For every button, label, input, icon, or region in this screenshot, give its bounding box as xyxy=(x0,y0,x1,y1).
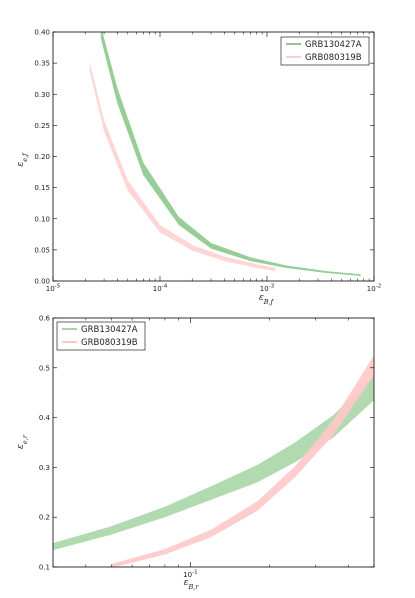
top-panel-legend: GRB130427A GRB080319B xyxy=(280,36,370,66)
bottom-panel-bands xyxy=(53,355,374,567)
top-panel-frame xyxy=(52,31,375,282)
top-ytick-label: 0.25 xyxy=(34,122,50,130)
bottom-ytick-label: 0.2 xyxy=(39,514,50,522)
bottom-panel-ticks: 0.1 0.2 0.3 0.4 0.5 0.6 10-1 xyxy=(39,315,375,580)
top-xtick-label: 10-3 xyxy=(260,284,275,294)
bottom-ytick-label: 0.5 xyxy=(39,364,50,372)
bottom-panel: 0.1 0.2 0.3 0.4 0.5 0.6 10-1 εB,r εe,r GRB1304… xyxy=(16,315,375,591)
top-ytick-label: 0.20 xyxy=(34,153,50,161)
top-panel: 0.00 0.05 0.10 0.15 0.20 0.25 0.30 0.35 0.40 10-5… xyxy=(16,29,381,307)
bottom-band-0 xyxy=(53,375,374,551)
top-ytick-label: 0.05 xyxy=(34,246,50,254)
bottom-band-1 xyxy=(111,355,374,567)
top-ytick-label: 0.10 xyxy=(34,215,50,223)
top-legend-label-1: GRB080319B xyxy=(305,53,362,63)
bottom-panel-ylabel: εe,r xyxy=(16,434,29,449)
bottom-ytick-label: 0.4 xyxy=(39,414,51,422)
top-panel-ticks: 0.00 0.05 0.10 0.15 0.20 0.25 0.30 0.35 0.40 10-5… xyxy=(34,29,381,294)
bottom-panel-legend: GRB130427A GRB080319B xyxy=(56,321,146,351)
top-ytick-label: 0.35 xyxy=(34,60,50,68)
bottom-xtick-label: 10-1 xyxy=(183,570,197,580)
bottom-ytick-label: 0.1 xyxy=(39,564,50,572)
bottom-panel-xlabel: εB,r xyxy=(184,578,200,591)
top-xtick-label: 10-4 xyxy=(153,284,168,294)
bottom-ytick-label: 0.3 xyxy=(39,464,50,472)
bottom-ytick-label: 0.6 xyxy=(39,315,51,323)
top-ytick-label: 0.00 xyxy=(34,278,50,286)
top-panel-xlabel: εB,f xyxy=(259,293,275,306)
top-xtick-label: 10-2 xyxy=(367,284,381,294)
top-ytick-label: 0.30 xyxy=(34,91,50,99)
top-legend-label-0: GRB130427A xyxy=(305,40,362,50)
bottom-legend-label-1: GRB080319B xyxy=(81,338,138,348)
top-ytick-label: 0.40 xyxy=(34,29,50,37)
top-xtick-label: 10-5 xyxy=(46,284,61,294)
bottom-panel-frame xyxy=(52,317,375,568)
top-panel-ylabel: εe,f xyxy=(16,152,29,167)
bottom-legend-label-0: GRB130427A xyxy=(81,325,138,335)
top-ytick-label: 0.15 xyxy=(34,184,50,192)
